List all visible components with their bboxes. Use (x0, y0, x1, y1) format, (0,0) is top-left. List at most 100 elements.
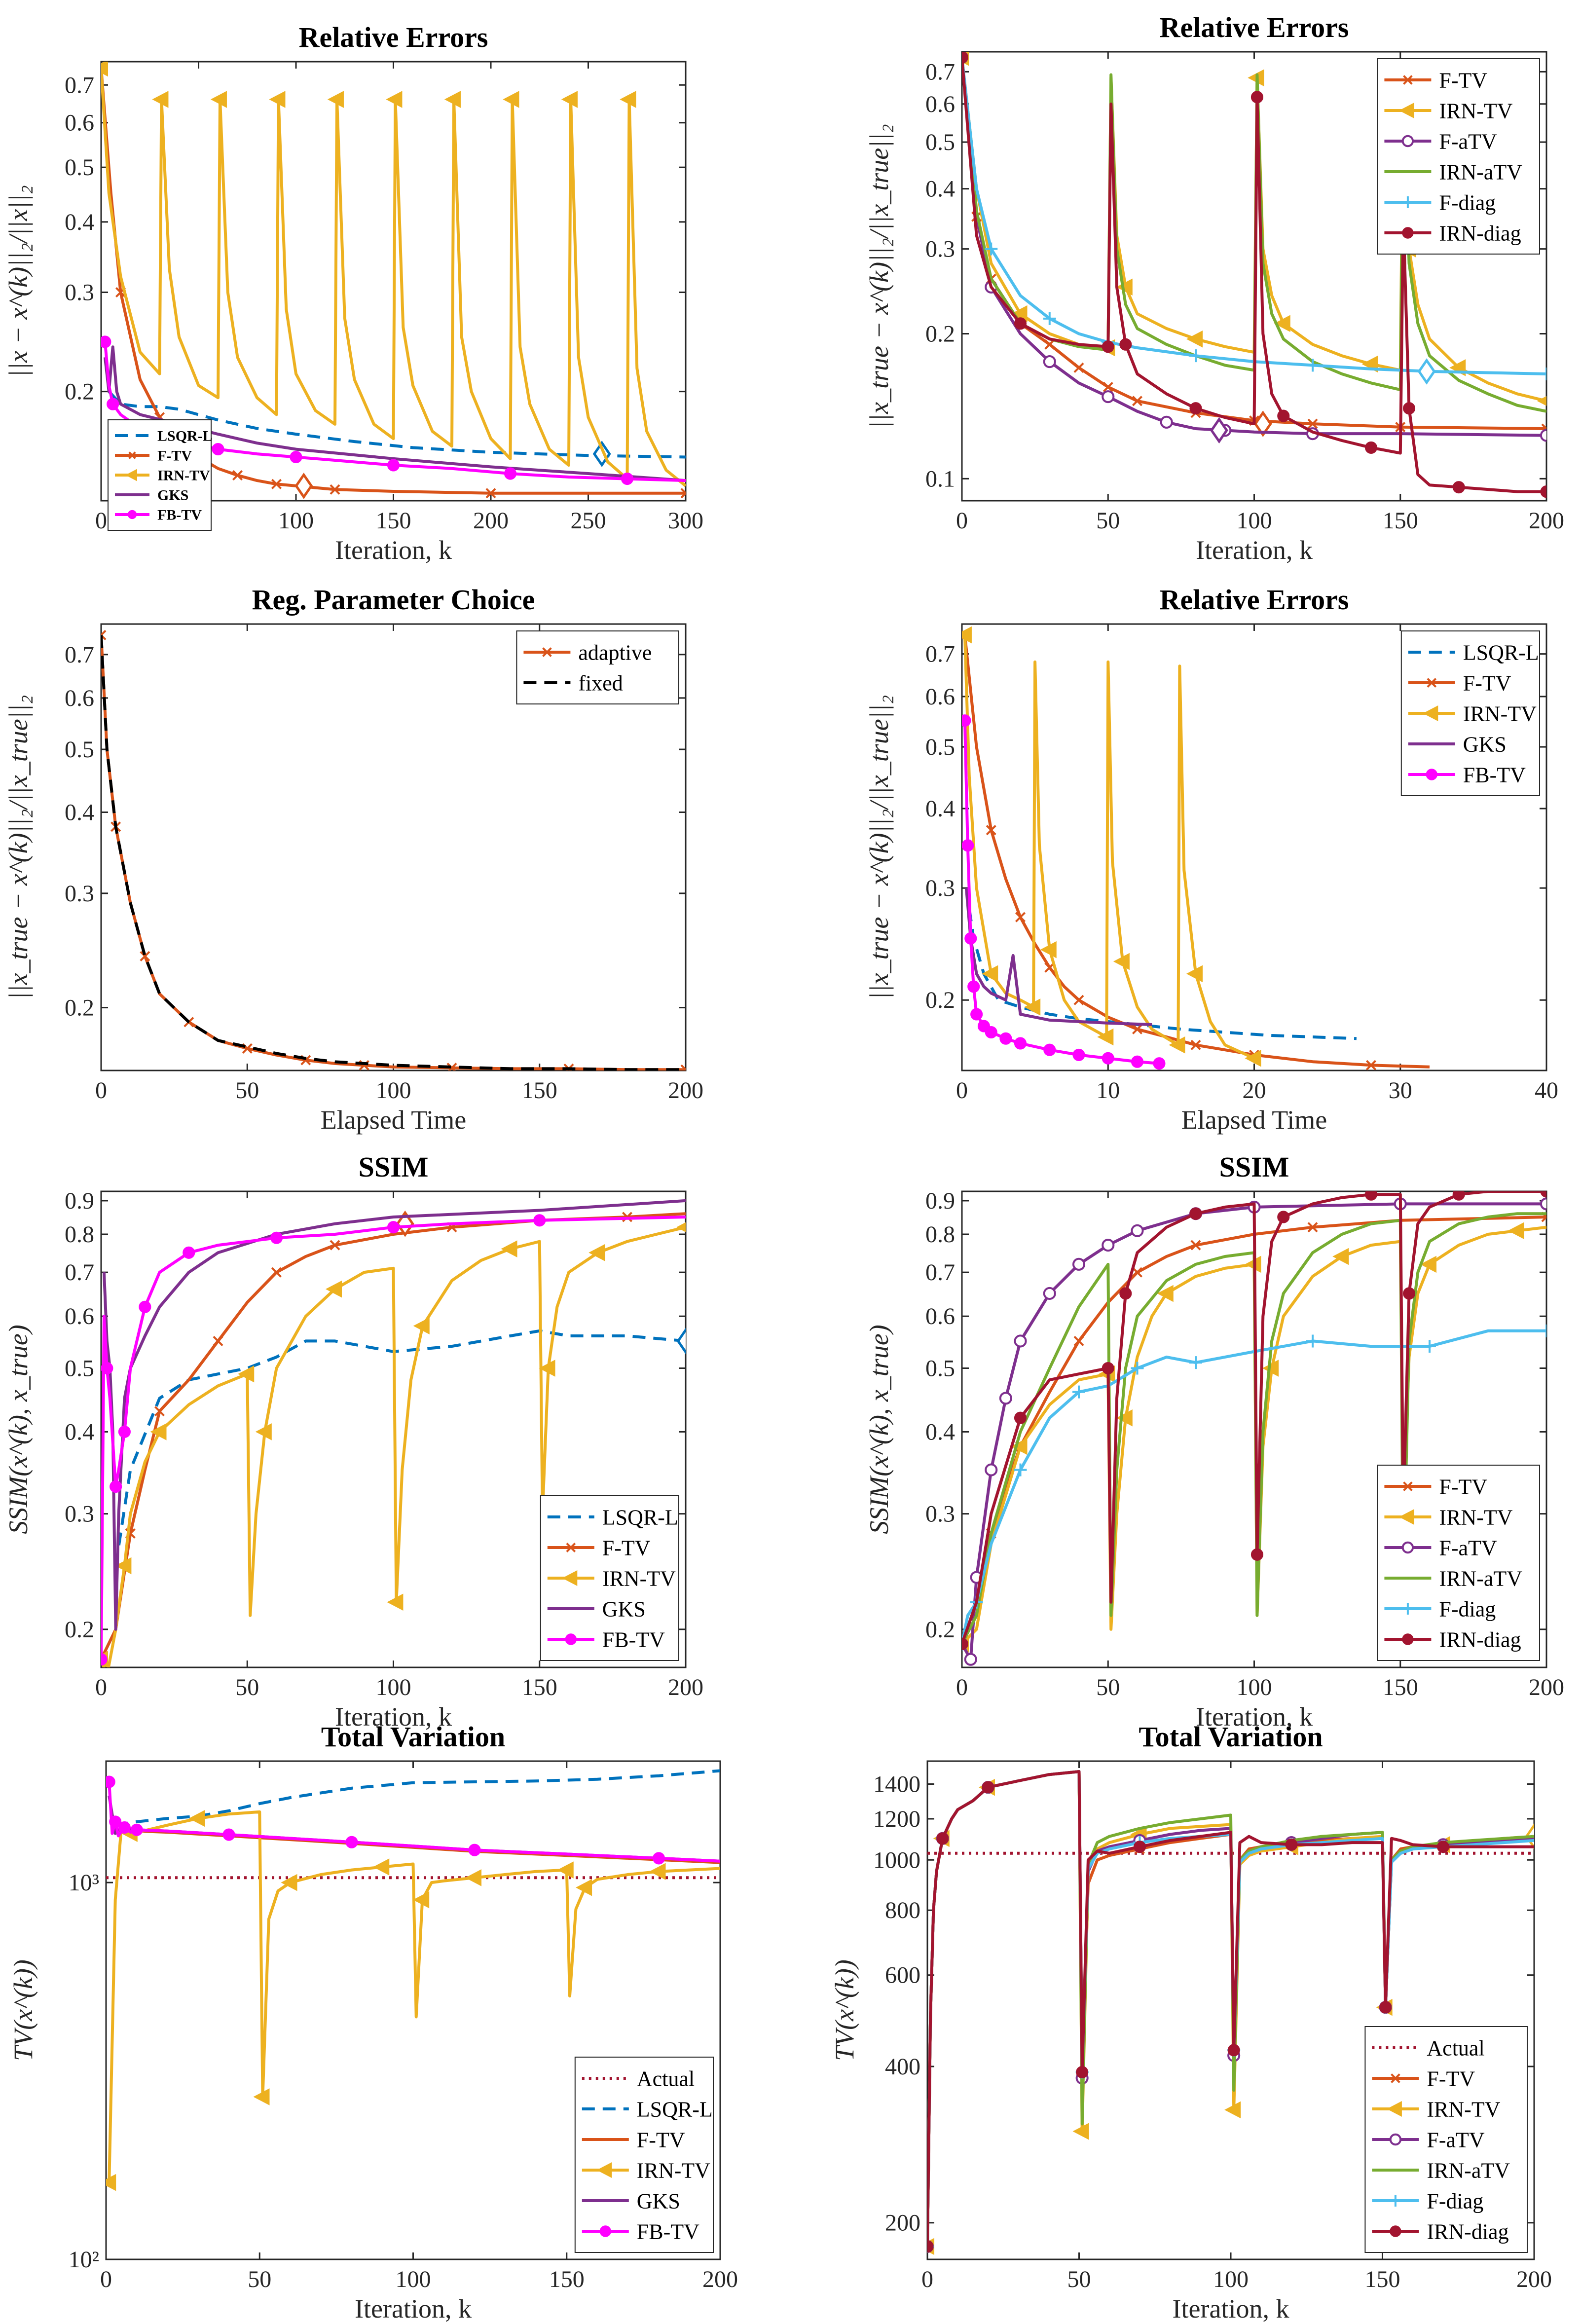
legend-label: F-TV (602, 1536, 651, 1560)
chart-title: Relative Errors (299, 21, 488, 53)
legend-label: LSQR-L (1463, 640, 1539, 664)
y-tick-label: 0.6 (65, 110, 94, 136)
data-point-irn-tv (1537, 396, 1546, 406)
x-tick-label: 30 (1389, 1077, 1412, 1104)
y-tick-label: 0.2 (925, 1617, 955, 1643)
data-point-adaptive (446, 1063, 457, 1070)
chart-p6: SSIM 0 50 100 150 200 0.2 0.3 0.4 0.5 0.6 0.7 0.8 0.9… (864, 1151, 1564, 1732)
x-tick-label: 100 (1237, 508, 1272, 534)
legend: LSQR-L F-TV IRN-TV GKS FB-TV (540, 1495, 680, 1661)
x-tick-label: 0 (956, 1077, 968, 1104)
legend-box (1377, 1465, 1540, 1661)
series-line-lsqr-l (115, 1769, 720, 1827)
stop-marker-lsqr-l (676, 1328, 686, 1355)
legend: Actual LSQR-L F-TV IRN-TV GKS FB-TV (574, 2057, 714, 2253)
legend-label: F-TV (1427, 2066, 1475, 2091)
data-point-irn-tv (152, 91, 169, 108)
data-point-fb-tv (107, 398, 119, 410)
data-point-irn-tv (649, 1863, 666, 1880)
legend-marker (1391, 2073, 1400, 2083)
legend-label: IRN-TV (637, 2158, 710, 2182)
legend-label: FB-TV (637, 2219, 699, 2244)
data-point-irn-tv (676, 1222, 686, 1232)
y-tick-label: 0.1 (925, 466, 955, 492)
y-tick-label: 0.5 (65, 154, 94, 181)
y-axis-label: SSIM(x^(k), x_true) (3, 1325, 33, 1534)
data-point-fb-tv (130, 1823, 143, 1836)
series-line-fb-tv (101, 1216, 686, 1660)
x-tick-label: 200 (1529, 508, 1564, 534)
data-point-fb-tv (101, 1653, 108, 1666)
legend-marker (596, 2162, 612, 2178)
x-tick-label: 200 (702, 2266, 738, 2292)
x-axis-label: Iteration, k (1173, 2294, 1289, 2324)
data-point-f-tv (485, 488, 496, 499)
legend-label: F-TV (157, 448, 192, 464)
data-point-f-atv (964, 1653, 977, 1666)
legend-label: F-TV (1439, 1475, 1487, 1499)
data-point-irn-tv (1420, 1255, 1436, 1273)
data-point-f-atv (1160, 415, 1173, 429)
data-point-fb-tv (345, 1836, 358, 1848)
data-point-irn-diag (1119, 1287, 1132, 1300)
y-tick-label: 0.2 (925, 321, 955, 347)
legend-label: Actual (637, 2066, 695, 2091)
y-tick-label: 1400 (873, 1771, 920, 1798)
data-point-fb-tv (101, 335, 111, 348)
series-area (962, 1191, 1546, 1666)
data-point-f-tv (1015, 912, 1026, 922)
series-area (101, 1199, 686, 1667)
chart-title: Total Variation (1139, 1721, 1323, 1753)
data-point-irn-tv (150, 1423, 167, 1440)
data-point-f-tv (154, 1406, 165, 1417)
x-tick-label: 10 (1096, 1077, 1120, 1104)
y-tick-label: 200 (885, 2210, 920, 2236)
legend: LSQR-L F-TV IRN-TV GKS FB-TV (108, 419, 213, 531)
x-tick-label: 0 (95, 1077, 107, 1104)
data-point-f-tv (1190, 1240, 1201, 1251)
data-point-irn-tv (962, 626, 972, 644)
data-point-irn-tv (444, 91, 461, 108)
legend-box (1377, 58, 1540, 255)
data-point-irn-tv (1169, 1036, 1185, 1054)
data-point-irn-diag (1250, 91, 1263, 104)
data-point-fb-tv (999, 1032, 1012, 1045)
series-line-lsqr-l (964, 887, 1357, 1040)
data-point-f-atv (1540, 1197, 1546, 1211)
x-tick-label: 200 (473, 508, 509, 534)
y-tick-label: 0.3 (65, 1501, 94, 1527)
data-point-irn-tv (1274, 315, 1290, 332)
x-tick-label: 100 (376, 1674, 411, 1700)
y-tick-label: 0.7 (65, 1259, 94, 1286)
data-point-irn-diag (1189, 402, 1202, 415)
legend: adaptive fixed (516, 630, 680, 704)
data-point-fb-tv (468, 1844, 481, 1856)
data-point-irn-tv (210, 91, 227, 108)
legend: LSQR-L F-TV IRN-TV GKS FB-TV (1400, 630, 1541, 796)
data-point-fb-tv (1072, 1048, 1085, 1061)
data-point-irn-tv (1507, 1222, 1524, 1240)
y-axis-label: ||x_true − x^(k)||₂/||x_true||₂ (864, 124, 894, 428)
data-point-irn-tv (387, 1593, 404, 1611)
series-line-irn-tv (101, 1225, 686, 1667)
data-point-irn-tv (101, 62, 108, 77)
legend-marker (1402, 227, 1414, 239)
y-tick-label: 0.3 (65, 280, 94, 306)
data-point-irn-tv (503, 91, 519, 108)
stop-marker-f-tv (294, 473, 313, 499)
chart-p3: Reg. Parameter Choice 0 50 100 150 200 0.2 0.3 0… (3, 584, 703, 1135)
legend-label: adaptive (578, 640, 652, 664)
legend-label: GKS (157, 487, 188, 504)
data-point-irn-tv (1024, 998, 1041, 1016)
legend-label: F-TV (1463, 671, 1511, 695)
stop-marker-f-diag (1417, 358, 1436, 385)
x-tick-label: 150 (376, 508, 411, 534)
data-point-fb-tv (101, 1362, 113, 1375)
data-point-irn-diag (1452, 1191, 1465, 1201)
y-tick-label: 1000 (873, 1847, 920, 1873)
x-axis-label: Elapsed Time (1181, 1105, 1327, 1135)
data-point-irn-diag (1189, 1207, 1202, 1220)
data-point-f-tv (271, 1267, 282, 1278)
legend-marker (1401, 1541, 1414, 1554)
data-point-f-tv (232, 470, 243, 481)
